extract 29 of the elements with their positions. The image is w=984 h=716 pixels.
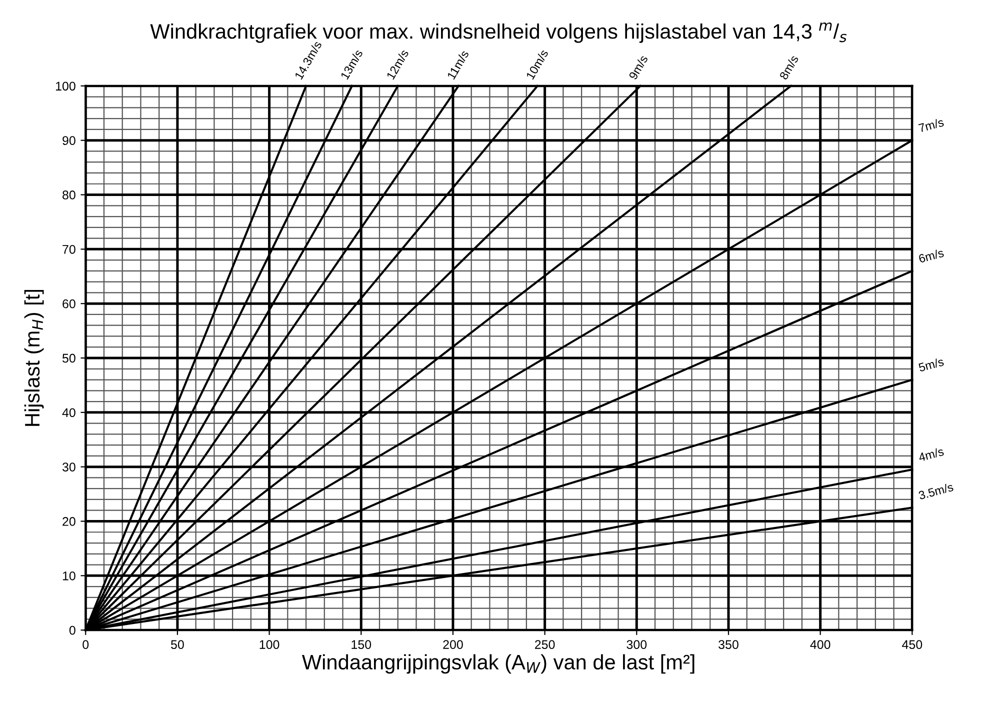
x-tick-label: 250: [535, 640, 555, 649]
y-tick-label: 90: [62, 136, 76, 145]
chart-title: Windkrachtgrafiek voor max. windsnelheid volgens hijslastabel van 14,3 $^{m}$/$_{s}$: [150, 22, 847, 43]
text: 4m/s: [918, 446, 944, 462]
y-tick-label: 100: [56, 82, 76, 91]
y-tick-label: 40: [62, 408, 76, 418]
y-tick-label: 50: [62, 354, 76, 363]
x-tick-label: 350: [718, 640, 738, 649]
text: 3.5m/s: [918, 482, 954, 500]
x-tick-label: 450: [902, 640, 922, 649]
x-axis-title: Windaangrijpingsvlak (A$_{W}$) van de last [m²]: [302, 654, 694, 674]
x-tick-label: 50: [170, 640, 184, 649]
y-tick-label: 0: [69, 626, 76, 635]
text: 6m/s: [918, 248, 944, 263]
y-tick-label: 30: [62, 462, 76, 472]
x-tick-label: 0: [82, 640, 89, 649]
y-axis-title: Hijslast (m$_{H}$) [t]: [24, 290, 44, 426]
y-tick-label: 20: [62, 517, 76, 526]
x-tick-label: 200: [443, 640, 463, 649]
y-tick-label: 70: [62, 244, 76, 254]
text: 7m/s: [918, 118, 944, 132]
text: 5m/s: [918, 357, 944, 372]
x-tick-label: 300: [626, 640, 647, 649]
x-tick-label: 400: [810, 640, 830, 649]
y-tick-label: 80: [62, 190, 76, 200]
x-tick-label: 150: [352, 640, 372, 649]
y-tick-label: 60: [62, 299, 76, 308]
x-tick-label: 100: [260, 640, 280, 649]
y-tick-label: 10: [62, 571, 76, 580]
